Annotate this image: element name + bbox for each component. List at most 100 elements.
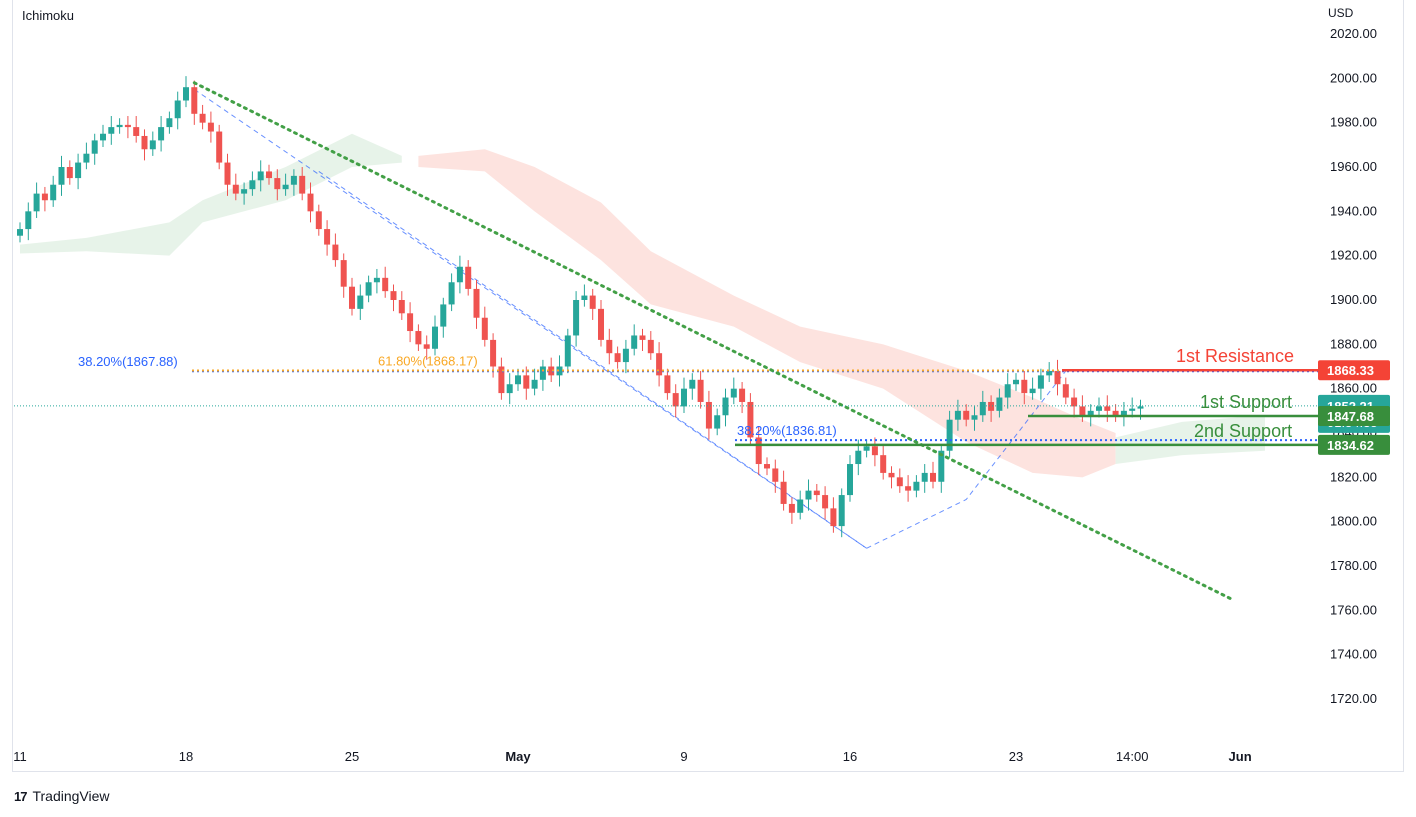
candle-body	[863, 446, 870, 451]
candle-body	[963, 410, 970, 420]
candle-body	[1046, 370, 1053, 376]
candle-body	[432, 326, 438, 349]
candle-body	[440, 304, 447, 327]
candle-body	[232, 184, 239, 194]
candle-body	[357, 295, 364, 309]
candle-body	[755, 437, 762, 465]
x-tick-label: 11	[13, 749, 27, 764]
candle-body	[739, 388, 746, 402]
zigzag-line	[866, 370, 1067, 549]
y-tick-label: 1740.00	[1330, 647, 1377, 662]
channel-line	[318, 171, 867, 549]
candle-body	[1120, 410, 1127, 416]
channel-line	[194, 89, 867, 549]
candle-body	[174, 100, 181, 119]
candle-body	[191, 87, 198, 114]
candle-body	[954, 410, 961, 420]
x-tick-label: 18	[179, 749, 193, 764]
candle-body	[1087, 410, 1094, 416]
candle-body	[1079, 406, 1086, 416]
candle-body	[1029, 388, 1036, 394]
candle-body	[33, 193, 40, 212]
candle-body	[1013, 379, 1019, 385]
indicator-label[interactable]: Ichimoku	[22, 8, 75, 23]
candle-body	[930, 472, 936, 482]
level-name: 2nd Support	[1194, 421, 1292, 441]
candle-body	[938, 450, 945, 482]
candle-body	[100, 133, 106, 141]
currency-label: USD	[1328, 6, 1354, 20]
candle-body	[772, 468, 779, 482]
candle-body	[241, 189, 248, 194]
candle-body	[257, 171, 264, 181]
x-tick-label: 25	[345, 749, 359, 764]
fibonacci-label: 38.20%(1836.81)	[737, 423, 837, 438]
candle-body	[855, 450, 862, 465]
candle-body	[581, 295, 588, 300]
candle-body	[780, 481, 787, 504]
candle-body	[1129, 408, 1136, 411]
candle-body	[822, 495, 829, 509]
candle-body	[656, 353, 663, 376]
candle-body	[315, 211, 322, 230]
candle-body	[1037, 375, 1044, 389]
price-chart[interactable]: 2020.00 2000.00 1980.00 1960.00 1940.00 1920.…	[0, 0, 1416, 780]
tradingview-logo-icon: 17	[14, 788, 28, 804]
y-tick-label: 1760.00	[1330, 602, 1377, 617]
candle-body	[913, 481, 920, 491]
candle-body	[664, 375, 671, 394]
candle-body	[921, 472, 928, 482]
y-tick-label: 1980.00	[1330, 115, 1377, 130]
candle-body	[888, 472, 895, 478]
candle-body	[880, 455, 887, 473]
candle-body	[988, 401, 995, 411]
x-tick-label: May	[505, 749, 531, 764]
candle-body	[764, 464, 770, 469]
support-2-badge	[1318, 434, 1390, 455]
candle-body	[1096, 406, 1102, 411]
candle-body	[622, 348, 629, 363]
candle-body	[506, 384, 513, 394]
candle-body	[896, 477, 903, 487]
candle-body	[290, 175, 297, 185]
candle-body	[647, 339, 654, 354]
candle-body	[797, 499, 804, 513]
candle-body	[108, 127, 115, 134]
candle-body	[689, 379, 696, 389]
candle-body	[1004, 384, 1011, 398]
candle-body	[589, 295, 596, 309]
candle-body	[681, 388, 687, 407]
candle-body	[17, 229, 23, 236]
candle-body	[1062, 384, 1069, 398]
candle-body	[398, 300, 405, 314]
y-tick-label: 2020.00	[1330, 26, 1377, 41]
brand[interactable]: 17 TradingView	[14, 788, 110, 804]
candle-body	[274, 178, 281, 190]
level-name: 1st Resistance	[1176, 346, 1294, 366]
candle-body	[697, 379, 704, 402]
y-tick-label: 1960.00	[1330, 159, 1377, 174]
candle-body	[75, 162, 82, 179]
candle-body	[465, 266, 472, 289]
resistance-badge-label: 1868.33	[1327, 363, 1374, 378]
candle-body	[573, 300, 580, 336]
candle-body	[141, 135, 148, 150]
candle-body	[730, 388, 737, 398]
y-tick-label: 1780.00	[1330, 558, 1377, 573]
candle-body	[332, 244, 339, 261]
candle-body	[382, 277, 389, 292]
support-1-badge-label: 1847.68	[1327, 409, 1374, 424]
y-tick-label: 1880.00	[1330, 336, 1377, 351]
candle-body	[498, 366, 505, 394]
candle-body	[996, 397, 1003, 411]
candle-body	[149, 140, 156, 150]
level-name: 1st Support	[1200, 392, 1292, 412]
candle-body	[133, 127, 140, 136]
y-tick-label: 1900.00	[1330, 292, 1377, 307]
candle-body	[340, 260, 347, 287]
y-tick-label: 2000.00	[1330, 70, 1377, 85]
candle-body	[116, 124, 123, 128]
candle-body	[266, 171, 272, 179]
candle-body	[838, 495, 845, 527]
candle-body	[672, 393, 679, 407]
